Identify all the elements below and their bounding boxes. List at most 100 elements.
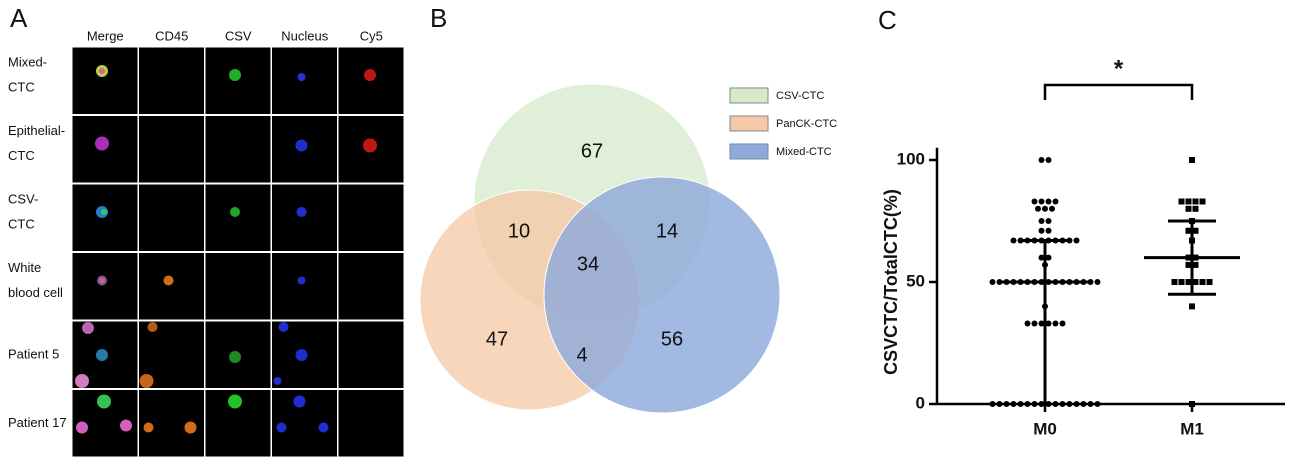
row-label: CTC xyxy=(8,148,35,163)
data-point xyxy=(1046,157,1052,163)
data-point xyxy=(1060,320,1066,326)
y-tick-label: 50 xyxy=(906,271,925,290)
row-label: Epithelial- xyxy=(8,123,65,138)
data-point xyxy=(1200,198,1206,204)
micrograph xyxy=(272,48,337,115)
data-point xyxy=(1193,206,1199,212)
venn-count: 56 xyxy=(661,328,683,350)
data-point xyxy=(1179,198,1185,204)
data-point xyxy=(1074,401,1080,407)
micrograph xyxy=(272,253,337,320)
micrograph xyxy=(139,48,204,115)
data-point xyxy=(1207,279,1213,285)
micrograph xyxy=(339,390,404,457)
row-label: White xyxy=(8,260,41,275)
data-point xyxy=(1032,401,1038,407)
micrograph xyxy=(206,116,271,183)
cell xyxy=(75,374,89,388)
micrograph xyxy=(139,253,204,320)
row-label: CTC xyxy=(8,79,35,94)
cell xyxy=(229,351,241,363)
cell xyxy=(99,278,105,284)
data-point xyxy=(1025,320,1031,326)
venn-count: 4 xyxy=(576,344,587,366)
data-point xyxy=(1039,198,1045,204)
column-header: CSV xyxy=(225,28,252,43)
data-point xyxy=(1074,238,1080,244)
data-point xyxy=(1179,279,1185,285)
venn-count: 34 xyxy=(577,253,599,275)
cell xyxy=(101,209,107,215)
column-header: Nucleus xyxy=(281,28,328,43)
y-axis-label: CSVCTC/TotalCTC(%) xyxy=(881,189,901,375)
cell xyxy=(294,396,306,408)
cell xyxy=(298,73,306,81)
cell xyxy=(274,377,282,385)
cell xyxy=(185,422,197,434)
cell xyxy=(229,69,241,81)
cell xyxy=(148,322,158,332)
column-header: CD45 xyxy=(155,28,188,43)
legend-label: CSV-CTC xyxy=(776,90,824,102)
data-point xyxy=(1095,279,1101,285)
data-point xyxy=(1032,320,1038,326)
data-point xyxy=(1053,401,1059,407)
row-label: blood cell xyxy=(8,285,63,300)
cell xyxy=(76,422,88,434)
x-tick-label: M1 xyxy=(1180,419,1204,438)
data-point xyxy=(1193,198,1199,204)
panel-label: C xyxy=(878,5,897,35)
legend-swatch xyxy=(730,88,768,103)
significance-label: * xyxy=(1114,55,1124,82)
cell xyxy=(96,349,108,361)
micrograph xyxy=(339,185,404,252)
micrograph xyxy=(73,253,138,320)
figure: ABCMergeCD45CSVNucleusCy5Mixed-CTCEpithe… xyxy=(0,0,1298,460)
data-point xyxy=(1053,320,1059,326)
data-point xyxy=(1011,238,1017,244)
data-point xyxy=(1200,279,1206,285)
cell xyxy=(297,207,307,217)
cell xyxy=(230,207,240,217)
column-header: Merge xyxy=(87,28,124,43)
data-point xyxy=(1011,401,1017,407)
data-point xyxy=(997,401,1003,407)
micrograph xyxy=(339,253,404,320)
data-point xyxy=(1189,401,1195,407)
cell xyxy=(296,140,308,152)
data-point xyxy=(1004,401,1010,407)
data-point xyxy=(1088,401,1094,407)
data-point xyxy=(1042,206,1048,212)
venn-count: 67 xyxy=(581,140,603,162)
cell xyxy=(164,276,174,286)
cell xyxy=(140,374,154,388)
data-point xyxy=(1046,218,1052,224)
cell xyxy=(298,277,306,285)
cell xyxy=(99,68,105,74)
venn-count: 47 xyxy=(486,328,508,350)
data-point xyxy=(1186,198,1192,204)
cell xyxy=(296,349,308,361)
column-header: Cy5 xyxy=(360,28,383,43)
cell xyxy=(319,423,329,433)
micrograph xyxy=(139,185,204,252)
data-point xyxy=(1081,401,1087,407)
data-point xyxy=(1046,228,1052,234)
data-point xyxy=(1049,206,1055,212)
micrograph xyxy=(73,185,138,252)
legend-label: Mixed-CTC xyxy=(776,146,832,158)
micrograph xyxy=(73,48,138,115)
cell xyxy=(364,69,376,81)
cell xyxy=(95,137,109,151)
panel-label: B xyxy=(430,3,447,33)
cell xyxy=(279,322,289,332)
micrograph xyxy=(206,48,271,115)
micrograph xyxy=(139,116,204,183)
data-point xyxy=(1095,401,1101,407)
venn-count: 14 xyxy=(656,220,678,242)
cell xyxy=(120,420,132,432)
data-point xyxy=(1046,198,1052,204)
data-point xyxy=(1172,279,1178,285)
data-point xyxy=(990,401,996,407)
cell xyxy=(144,423,154,433)
